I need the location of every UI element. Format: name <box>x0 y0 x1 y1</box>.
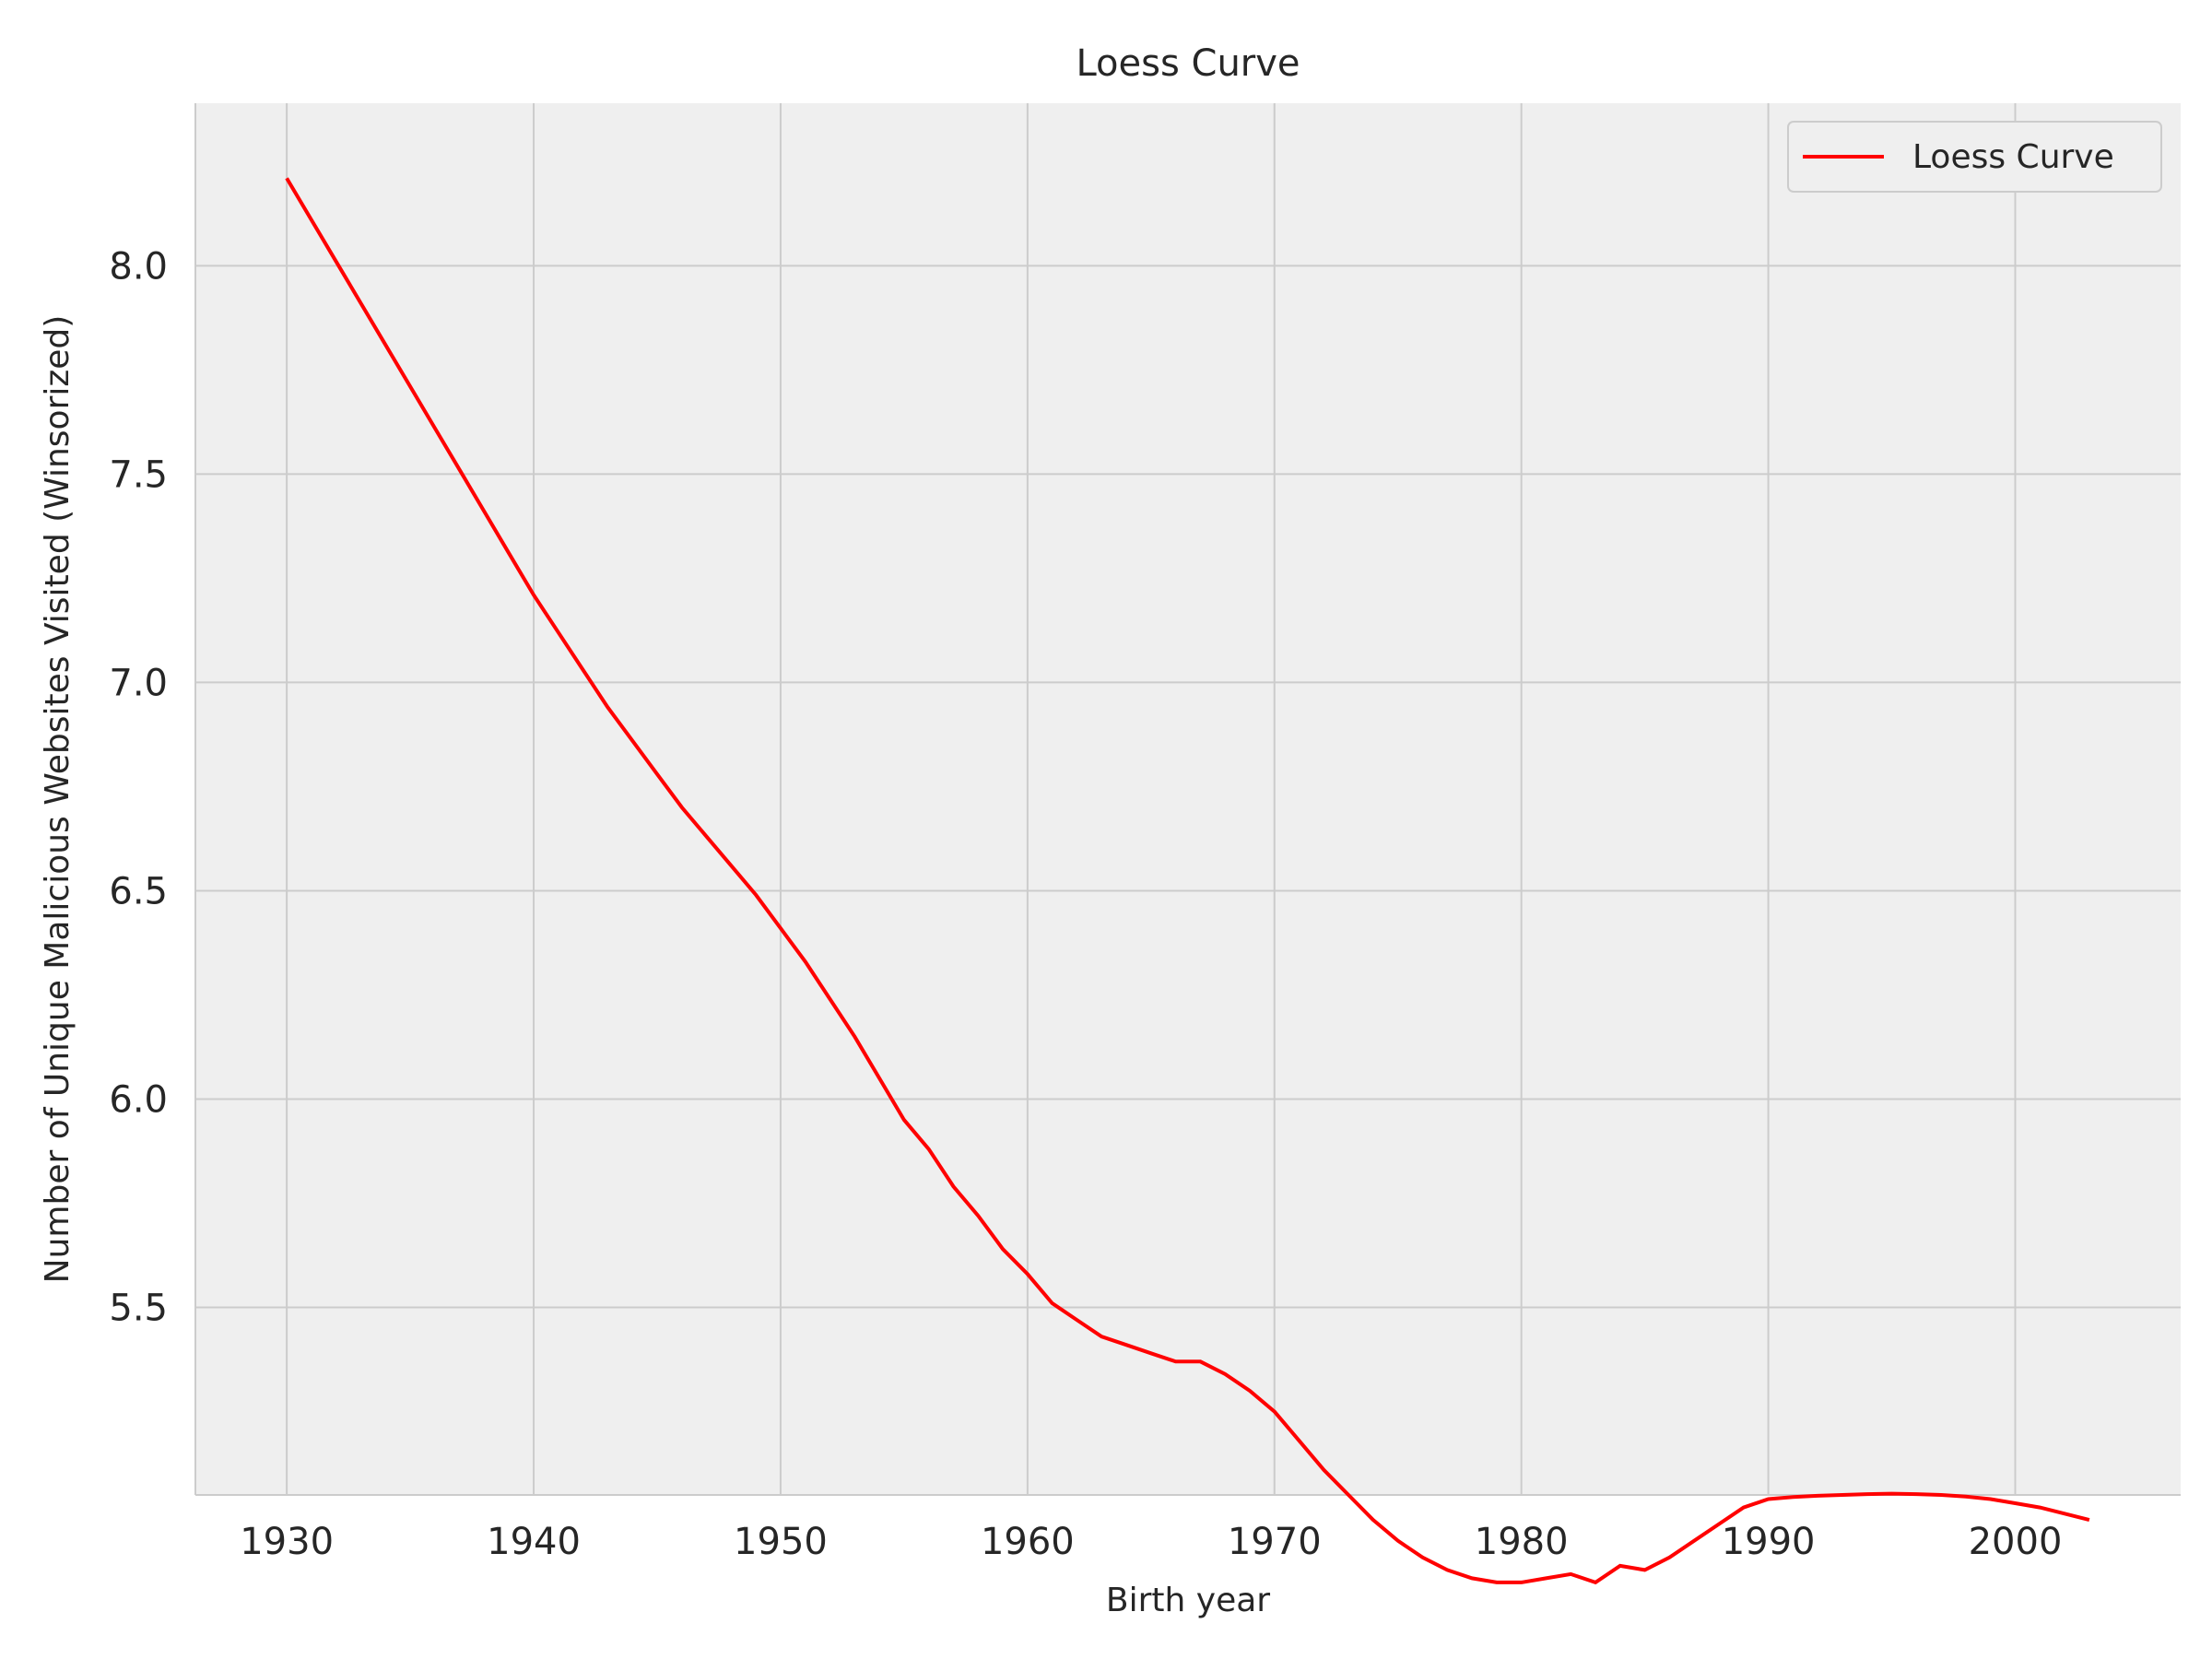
legend-box <box>1787 121 2162 193</box>
x-tick-label: 1990 <box>1722 1521 1816 1563</box>
y-axis-label: Number of Unique Malicious Websites Visi… <box>39 315 76 1284</box>
y-tick-labels: 5.5 6.0 6.5 7.0 7.5 8.0 <box>109 245 168 1329</box>
y-tick-label: 5.5 <box>109 1288 168 1330</box>
x-axis-label: Birth year <box>1106 1582 1270 1619</box>
x-tick-label: 1930 <box>240 1521 334 1563</box>
chart-title: Loess Curve <box>1076 42 1300 85</box>
x-tick-label: 1970 <box>1228 1521 1322 1563</box>
series-line-loess-curve <box>285 177 2090 1585</box>
y-tick-label: 7.0 <box>109 662 168 704</box>
legend-label: Loess Curve <box>1912 138 2114 176</box>
y-tick-label: 6.0 <box>109 1079 168 1122</box>
grid <box>195 103 2181 1495</box>
plot-background <box>195 103 2181 1495</box>
y-tick-label: 7.5 <box>109 453 168 496</box>
x-tick-label: 1940 <box>487 1521 581 1563</box>
y-tick-label: 6.5 <box>109 870 168 912</box>
x-tick-label: 1980 <box>1475 1521 1569 1563</box>
x-tick-labels: 1930 1940 1950 1960 1970 1980 1990 2000 <box>240 1521 2062 1563</box>
legend: Loess Curve <box>1787 121 2162 193</box>
y-tick-label: 8.0 <box>109 245 168 288</box>
x-tick-label: 1960 <box>981 1521 1075 1563</box>
x-tick-label: 2000 <box>1969 1521 2063 1563</box>
x-tick-label: 1950 <box>734 1521 828 1563</box>
